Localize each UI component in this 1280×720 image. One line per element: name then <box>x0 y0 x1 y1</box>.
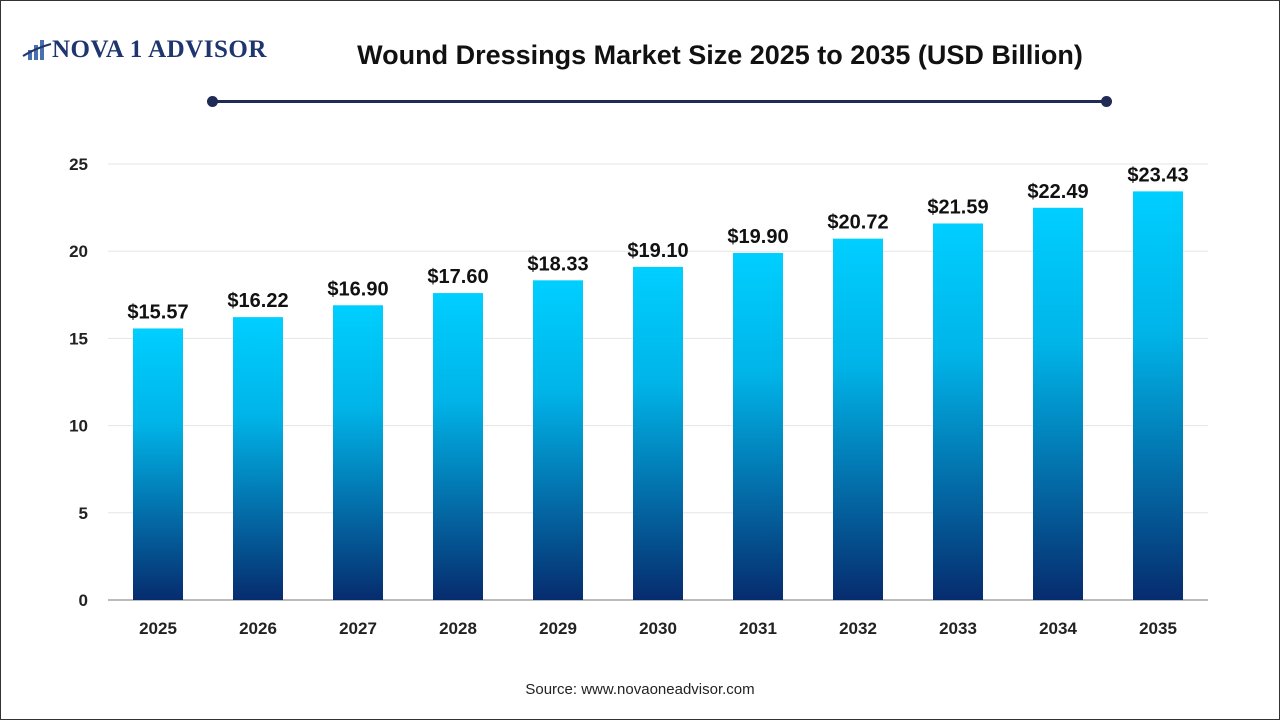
bar-2028 <box>433 293 483 600</box>
y-tick-label: 5 <box>79 504 88 523</box>
x-tick-label: 2028 <box>439 619 477 638</box>
underline-dot-right <box>1101 96 1112 107</box>
logo-text: NOVA 1 ADVISOR <box>52 36 267 63</box>
y-tick-label: 0 <box>79 591 88 610</box>
data-label: $21.59 <box>927 196 988 218</box>
data-label: $23.43 <box>1127 164 1188 186</box>
y-tick-label: 15 <box>69 329 88 348</box>
x-tick-label: 2029 <box>539 619 577 638</box>
data-label: $22.49 <box>1027 181 1088 203</box>
y-tick-label: 10 <box>69 417 88 436</box>
bar-2034 <box>1033 207 1083 600</box>
x-tick-label: 2035 <box>1139 619 1177 638</box>
bar-2030 <box>633 266 683 600</box>
data-label: $19.10 <box>627 240 688 262</box>
data-label: $20.72 <box>827 212 888 234</box>
x-tick-label: 2033 <box>939 619 977 638</box>
x-tick-label: 2030 <box>639 619 677 638</box>
data-label: $18.33 <box>527 253 588 275</box>
bar-2031 <box>733 252 783 600</box>
source-note: Source: www.novaoneadvisor.com <box>525 681 755 698</box>
x-tick-label: 2026 <box>239 619 277 638</box>
data-label: $16.90 <box>327 278 388 300</box>
bar-2033 <box>933 223 983 600</box>
x-tick-label: 2034 <box>1039 619 1077 638</box>
data-label: $19.90 <box>727 226 788 248</box>
bar-2029 <box>533 280 583 600</box>
data-label: $15.57 <box>127 301 188 323</box>
chart-title: Wound Dressings Market Size 2025 to 2035… <box>357 40 1083 70</box>
logo: NOVA 1 ADVISOR <box>22 36 267 64</box>
x-tick-label: 2025 <box>139 619 177 638</box>
x-tick-label: 2027 <box>339 619 377 638</box>
x-tick-label: 2032 <box>839 619 877 638</box>
title-underline <box>212 100 1108 103</box>
y-tick-label: 25 <box>69 155 88 174</box>
y-tick-label: 20 <box>69 242 88 261</box>
data-label: $17.60 <box>427 266 488 288</box>
bar-2035 <box>1133 191 1183 600</box>
bar-2032 <box>833 238 883 601</box>
bar-2025 <box>133 328 183 600</box>
data-label: $16.22 <box>227 290 288 312</box>
bar-2027 <box>333 305 383 600</box>
bar-chart-logo-icon <box>22 40 52 60</box>
bar-2026 <box>233 317 283 600</box>
x-tick-label: 2031 <box>739 619 777 638</box>
underline-dot-left <box>207 96 218 107</box>
